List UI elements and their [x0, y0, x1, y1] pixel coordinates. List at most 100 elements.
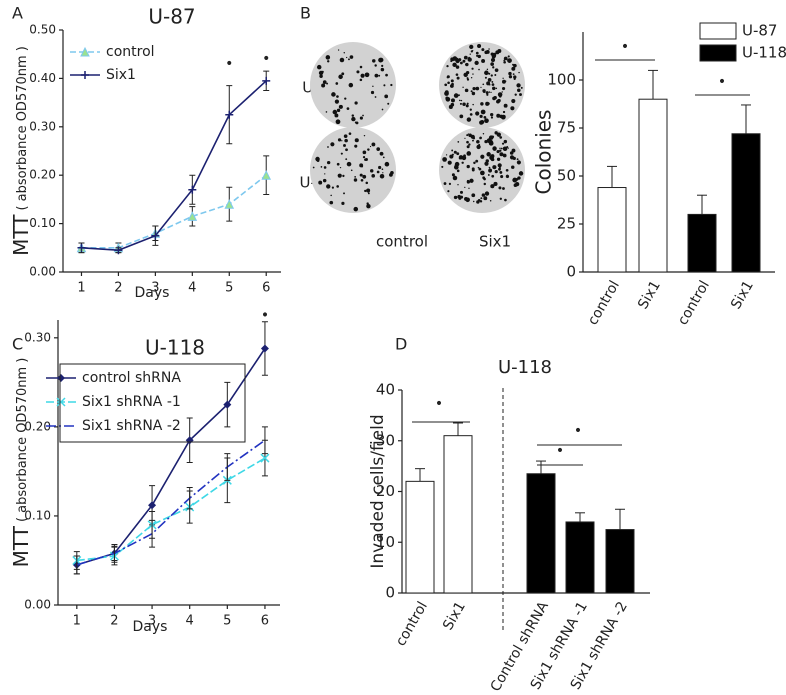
column-label: control: [376, 233, 428, 251]
legend-label: U-87: [742, 22, 777, 40]
colony-dot: [326, 82, 329, 85]
colony-dot: [490, 91, 492, 93]
x-tick-label: 6: [262, 281, 270, 296]
colony-dot: [470, 77, 473, 79]
colony-dot: [324, 173, 326, 175]
marker: [77, 243, 86, 252]
colony-dot: [458, 99, 461, 102]
colony-dot: [336, 185, 339, 188]
colony-dot: [367, 148, 370, 151]
colony-dot: [378, 165, 382, 170]
colony-dot: [469, 113, 473, 116]
colony-dot: [494, 170, 498, 174]
marker: [187, 211, 198, 221]
colony-dot: [365, 181, 369, 185]
colony-dot: [384, 94, 389, 99]
colony-dot: [492, 86, 496, 91]
colony-dot: [475, 51, 479, 55]
x-tick-label: 6: [261, 614, 269, 629]
colony-dot: [508, 75, 513, 79]
colony-dot: [507, 147, 509, 149]
significance-mark: •: [556, 443, 564, 459]
legend-swatch: [699, 22, 737, 40]
legend-label: Six1: [106, 67, 136, 83]
colony-dot: [472, 86, 476, 91]
colony-dot: [459, 102, 462, 105]
colony-dot: [318, 180, 323, 185]
colony-dot: [371, 142, 376, 147]
x-tick-label: 5: [225, 281, 233, 296]
colony-dot: [456, 76, 460, 80]
colony-dot: [505, 168, 509, 172]
colony-dot: [502, 146, 508, 152]
colony-dot: [462, 102, 466, 106]
colony-dot: [390, 83, 393, 87]
bar: [605, 529, 635, 594]
y-tick-label: 50: [557, 167, 576, 185]
colony-dot: [512, 73, 515, 76]
colony-dot: [516, 83, 521, 88]
colony-dot: [481, 193, 486, 197]
colony-dot: [467, 133, 470, 135]
legend-marker: [57, 374, 65, 382]
y-tick-label: 0.30: [29, 119, 56, 133]
colony-dot: [451, 173, 455, 177]
colony-dot: [465, 62, 469, 67]
colony-dot: [379, 151, 384, 156]
panel-letter: D: [395, 335, 407, 354]
legend-label: control: [106, 44, 155, 60]
colony-dot: [340, 152, 343, 155]
colony-dot: [491, 135, 495, 139]
colony-dot: [344, 138, 348, 143]
colony-dot: [335, 119, 341, 125]
colony-dot: [498, 94, 502, 98]
colony-dot: [519, 93, 522, 97]
y-axis-label: MTT ( absorbance OD570nm ): [9, 46, 33, 256]
colony-dot: [456, 152, 460, 156]
colony-dot: [518, 171, 524, 176]
colony-dot: [478, 167, 482, 171]
colony-dot: [488, 91, 491, 93]
colony-dot: [370, 90, 375, 95]
colony-dot: [471, 193, 476, 198]
series-line: [81, 174, 267, 249]
colony-dot: [502, 187, 505, 190]
colony-dot: [454, 164, 456, 167]
colony-dot: [331, 92, 336, 97]
marker: [151, 231, 160, 240]
colony-dot: [367, 192, 370, 195]
colony-dot: [445, 154, 448, 156]
colony-dot: [383, 84, 386, 87]
colony-dot: [520, 86, 523, 89]
colony-dot: [484, 118, 489, 124]
colony-dot: [336, 162, 340, 166]
colony-dot: [490, 184, 495, 189]
colony-dot: [456, 169, 460, 173]
chart-title: U-87: [148, 5, 195, 29]
colony-dot: [376, 147, 381, 151]
colony-dot: [476, 144, 481, 150]
marker: [223, 400, 232, 409]
y-tick-label: 0.10: [29, 216, 56, 230]
colony-dot: [491, 80, 494, 83]
significance-mark: •: [261, 308, 269, 324]
colony-dot: [507, 55, 510, 58]
series-line: [76, 439, 266, 566]
legend-label: Six1 shRNA -2: [82, 418, 181, 434]
colony-dot: [496, 149, 500, 154]
y-tick-label: 20: [376, 482, 395, 500]
colony-dot: [346, 107, 350, 110]
colony-dot: [497, 98, 501, 103]
colony-dot: [518, 71, 520, 74]
x-tick-label: Six1: [440, 599, 469, 633]
colony-dot: [451, 82, 454, 86]
legend-swatch: [699, 44, 737, 62]
colony-dot: [332, 109, 338, 115]
colony-dot: [450, 79, 454, 83]
colony-dot: [457, 184, 459, 186]
colony-dot: [447, 81, 450, 85]
x-tick-label: Six1: [728, 278, 757, 312]
bar: [638, 98, 668, 273]
colony-dot: [461, 155, 467, 161]
colony-dot: [473, 161, 476, 165]
